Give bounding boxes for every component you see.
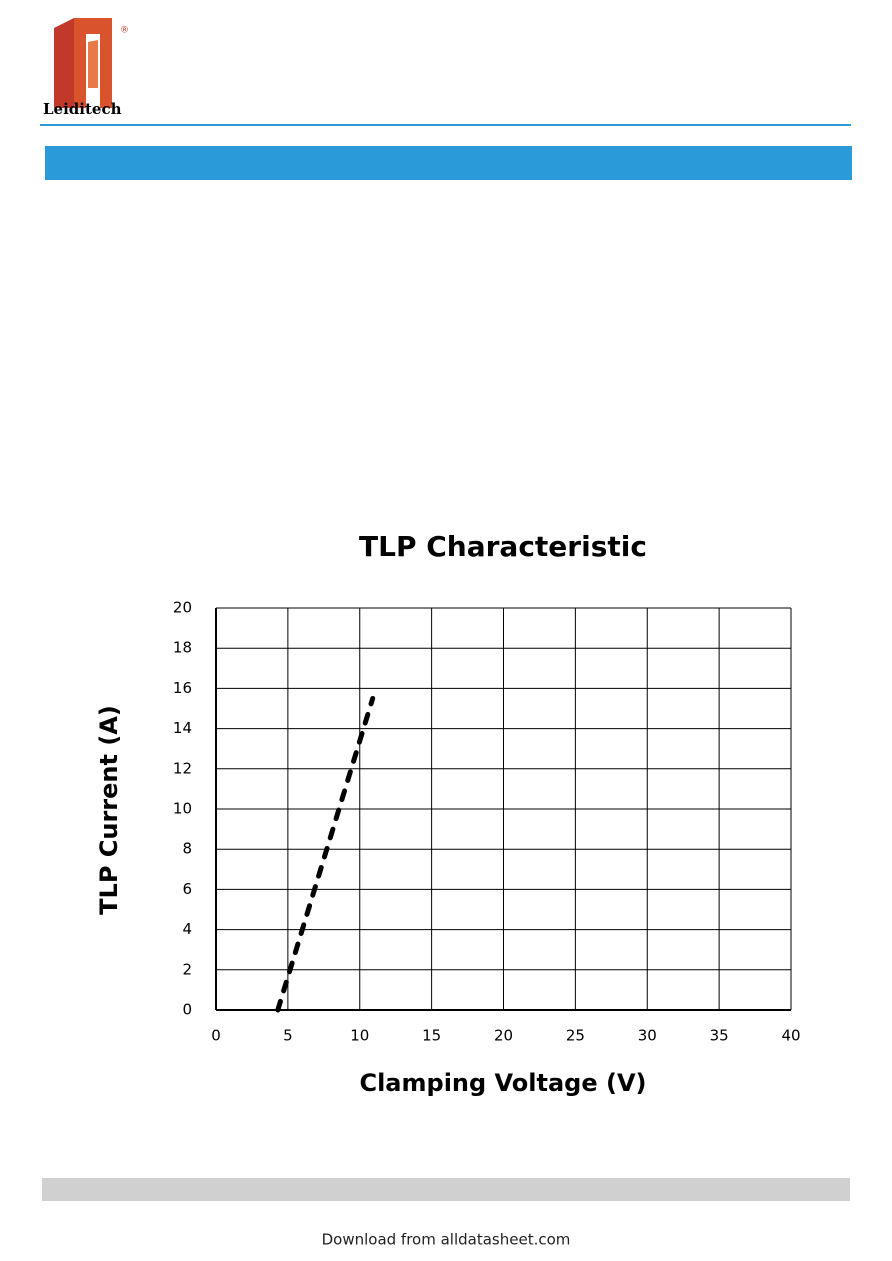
data-line (275, 695, 376, 1013)
x-tick-label: 25 (566, 1027, 585, 1045)
y-tick-label: 10 (173, 800, 192, 818)
x-tick-label: 10 (350, 1027, 369, 1045)
x-tick-label: 0 (211, 1027, 221, 1045)
x-tick-label: 20 (494, 1027, 513, 1045)
section-bar (45, 146, 852, 180)
x-tick-label: 5 (283, 1027, 293, 1045)
x-axis-label: Clamping Voltage (V) (359, 1069, 646, 1097)
registered-mark: ® (120, 26, 129, 36)
brand: Leiditech (43, 100, 122, 118)
y-tick-label: 4 (182, 920, 192, 938)
y-tick-label: 12 (173, 759, 192, 777)
download-note: Download from alldatasheet.com (322, 1231, 571, 1249)
y-tick-label: 8 (182, 840, 192, 858)
logo (54, 18, 112, 108)
x-tick-label: 15 (422, 1027, 441, 1045)
y-tick-label: 16 (173, 679, 192, 697)
footer-bar (42, 1178, 850, 1201)
y-tick-label: 2 (182, 960, 192, 978)
y-tick-label: 20 (173, 599, 192, 617)
x-tick-label: 30 (638, 1027, 657, 1045)
y-tick-label: 14 (173, 719, 192, 737)
plot: 0 2 4 6 8 10 12 14 16 18 20 0 5 10 15 20 25 30 35 40 (173, 599, 801, 1045)
x-tick-label: 35 (710, 1027, 729, 1045)
y-tick-label: 6 (182, 880, 192, 898)
x-tick-label: 40 (781, 1027, 800, 1045)
y-tick-label: 18 (173, 639, 192, 657)
y-tick-label: 0 (182, 1001, 192, 1019)
y-axis-label: TLP Current (A) (95, 705, 123, 915)
chart-title: TLP Characteristic (359, 530, 647, 563)
